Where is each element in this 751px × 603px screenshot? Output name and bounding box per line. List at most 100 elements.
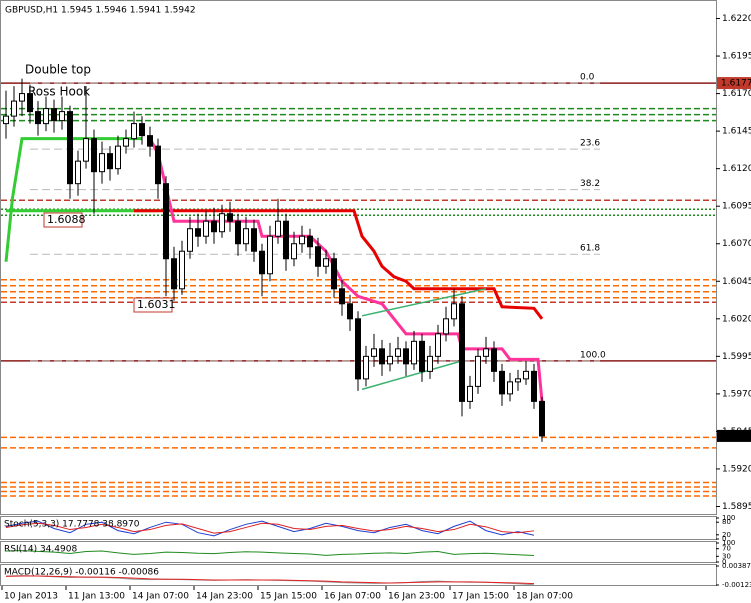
candle-body bbox=[339, 288, 345, 305]
candle-body bbox=[347, 303, 353, 320]
candle-body bbox=[331, 258, 337, 290]
channel-line bbox=[361, 288, 487, 317]
y-tick-label: 1.6120 bbox=[722, 164, 751, 174]
y-tick-label: 1.6020 bbox=[722, 314, 751, 324]
candle-body bbox=[459, 303, 465, 402]
price-tag bbox=[717, 77, 751, 90]
y-tick-label: 30 bbox=[722, 552, 731, 560]
candle-body bbox=[243, 228, 249, 245]
candle-body bbox=[283, 220, 289, 260]
candle-body bbox=[531, 370, 537, 402]
y-tick-label: 0 bbox=[722, 535, 726, 543]
fib-label: 100.0 bbox=[580, 350, 606, 360]
candle-body bbox=[91, 138, 97, 173]
candle-body bbox=[507, 381, 513, 395]
y-tick-label: 100 bbox=[722, 539, 735, 547]
candle-body bbox=[203, 220, 209, 237]
y-tick-label: 1.5920 bbox=[722, 464, 751, 474]
candle-body bbox=[491, 348, 497, 372]
candle-body bbox=[235, 220, 241, 245]
candle-body bbox=[139, 123, 145, 137]
annotation: Double top bbox=[25, 63, 91, 77]
price-tag-label: 1.5942 bbox=[721, 431, 751, 441]
candle-body bbox=[179, 250, 185, 290]
candle-body bbox=[115, 145, 121, 170]
indicator-label: Stoch(5,3,3) 17.7778 38.8970 bbox=[4, 520, 140, 530]
candle-body bbox=[251, 228, 257, 252]
y-tick-label: 1.5895 bbox=[722, 502, 751, 512]
y-tick-label: 1.6045 bbox=[722, 277, 751, 287]
candle-body bbox=[75, 160, 81, 185]
candle-body bbox=[291, 243, 297, 260]
chart-title: GBPUSD,H1 1.5945 1.5946 1.5941 1.5942 bbox=[5, 6, 196, 16]
indicator-line bbox=[5, 522, 535, 534]
candle-body bbox=[259, 250, 265, 275]
candle-body bbox=[363, 355, 369, 380]
candle-body bbox=[99, 153, 105, 173]
level-box bbox=[133, 297, 173, 313]
candle-body bbox=[3, 115, 9, 125]
candle-body bbox=[411, 340, 417, 365]
annotation: Ross Hook bbox=[28, 85, 90, 99]
candle-body bbox=[315, 246, 321, 267]
candle-body bbox=[523, 370, 529, 380]
candle-body bbox=[211, 220, 217, 233]
x-tick-label: 18 Jan 07:00 bbox=[516, 592, 573, 602]
candle-body bbox=[43, 108, 49, 125]
fib-label: 0.0 bbox=[580, 73, 595, 83]
candle-body bbox=[539, 400, 545, 437]
candle-body bbox=[355, 318, 361, 380]
candle-body bbox=[227, 213, 233, 222]
candle-body bbox=[107, 153, 113, 170]
candle-body bbox=[67, 111, 73, 185]
y-tick-label: 0 bbox=[722, 558, 726, 566]
candle-body bbox=[11, 100, 17, 117]
y-tick-label: 1.5995 bbox=[722, 352, 751, 362]
candle-body bbox=[187, 228, 193, 252]
x-tick-label: 11 Jan 13:00 bbox=[68, 592, 125, 602]
candle-body bbox=[435, 333, 441, 357]
fib-label: 61.8 bbox=[580, 244, 600, 254]
y-tick-label: 1.6095 bbox=[722, 202, 751, 212]
price-tag bbox=[717, 429, 751, 442]
candle-body bbox=[427, 355, 433, 372]
candle-body bbox=[299, 235, 305, 245]
rsi-frame bbox=[0, 541, 717, 563]
candle-body bbox=[483, 348, 489, 357]
y-tick-label: 1.6220 bbox=[722, 14, 751, 24]
candle-body bbox=[307, 235, 313, 248]
candle-body bbox=[379, 348, 385, 365]
candle-body bbox=[19, 93, 25, 102]
level-box-label: 1.6088 bbox=[47, 213, 86, 226]
level-box bbox=[43, 212, 83, 228]
candle-body bbox=[51, 108, 57, 122]
indicator-line bbox=[134, 209, 544, 320]
y-tick-label: 80 bbox=[722, 518, 731, 526]
candle-body bbox=[499, 370, 505, 395]
candle-body bbox=[387, 355, 393, 365]
y-tick-label: -0.00123 bbox=[722, 581, 751, 589]
candle-body bbox=[515, 378, 521, 383]
candle-body bbox=[123, 138, 129, 147]
candle-body bbox=[275, 220, 281, 237]
candle-body bbox=[475, 355, 481, 387]
x-tick-label: 16 Jan 07:00 bbox=[324, 592, 381, 602]
candle-body bbox=[371, 348, 377, 357]
y-tick-label: 20 bbox=[722, 531, 731, 539]
candle-body bbox=[195, 228, 201, 237]
level-box-label: 1.6031 bbox=[137, 298, 176, 311]
candle-body bbox=[27, 93, 33, 113]
candle-body bbox=[403, 348, 409, 365]
y-tick-label: 1.6195 bbox=[722, 52, 751, 62]
y-tick-label: 0.00387 bbox=[722, 562, 751, 570]
x-tick-label: 14 Jan 23:00 bbox=[196, 592, 253, 602]
y-tick-label: 1.6170 bbox=[722, 89, 751, 99]
candle-body bbox=[131, 123, 137, 140]
x-tick-label: 17 Jan 15:00 bbox=[452, 592, 509, 602]
main-frame bbox=[0, 0, 717, 515]
indicator-line bbox=[4, 137, 142, 262]
fib-label: 38.2 bbox=[580, 179, 600, 189]
candle-body bbox=[451, 303, 457, 320]
candle-body bbox=[147, 135, 153, 147]
candle-body bbox=[35, 111, 41, 125]
